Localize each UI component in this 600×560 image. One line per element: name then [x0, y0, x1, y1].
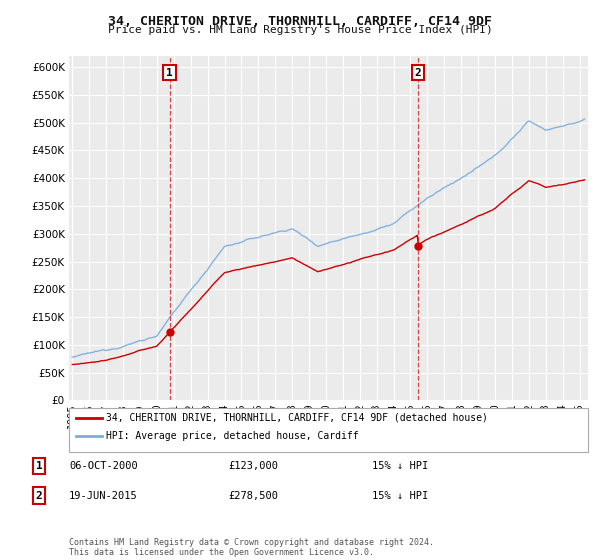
- Text: 1: 1: [166, 68, 173, 78]
- Text: Contains HM Land Registry data © Crown copyright and database right 2024.
This d: Contains HM Land Registry data © Crown c…: [69, 538, 434, 557]
- Text: 1: 1: [35, 461, 43, 471]
- Text: 06-OCT-2000: 06-OCT-2000: [69, 461, 138, 471]
- Text: £278,500: £278,500: [228, 491, 278, 501]
- Text: 34, CHERITON DRIVE, THORNHILL, CARDIFF, CF14 9DF: 34, CHERITON DRIVE, THORNHILL, CARDIFF, …: [108, 15, 492, 27]
- Text: 2: 2: [415, 68, 421, 78]
- Text: Price paid vs. HM Land Registry's House Price Index (HPI): Price paid vs. HM Land Registry's House …: [107, 25, 493, 35]
- Text: HPI: Average price, detached house, Cardiff: HPI: Average price, detached house, Card…: [106, 431, 359, 441]
- Text: £123,000: £123,000: [228, 461, 278, 471]
- Text: 15% ↓ HPI: 15% ↓ HPI: [372, 461, 428, 471]
- Text: 19-JUN-2015: 19-JUN-2015: [69, 491, 138, 501]
- Text: 2: 2: [35, 491, 43, 501]
- Text: 15% ↓ HPI: 15% ↓ HPI: [372, 491, 428, 501]
- Text: 34, CHERITON DRIVE, THORNHILL, CARDIFF, CF14 9DF (detached house): 34, CHERITON DRIVE, THORNHILL, CARDIFF, …: [106, 413, 488, 423]
